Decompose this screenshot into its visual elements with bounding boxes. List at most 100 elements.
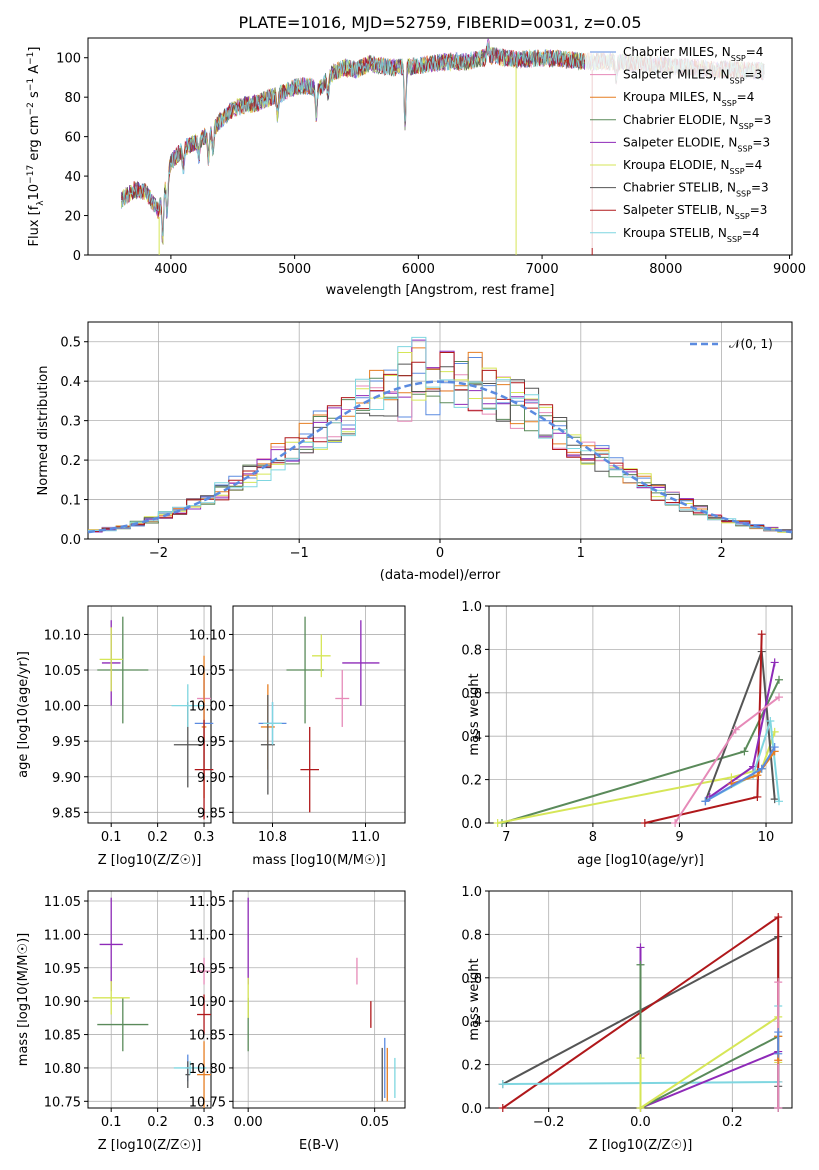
- tick-label-x: 10.8: [258, 830, 287, 845]
- tick-label-y: 11.00: [44, 928, 81, 943]
- legend-label-4: Salpeter ELODIE, NSSP=3: [623, 135, 770, 153]
- legend-label-3: Chabrier ELODIE, NSSP=3: [623, 113, 771, 131]
- tick-label-y: 60: [64, 131, 81, 146]
- legend-box: [585, 43, 788, 248]
- tick-label-y: 0.2: [60, 454, 81, 469]
- tick-label-x: 0.05: [360, 1115, 389, 1130]
- tick-label-y: 0.6: [461, 687, 482, 702]
- tick-label-x: 0.00: [234, 1115, 263, 1130]
- mass-vs-ebv-axes: 0.00 0.05 10.75 10.80 10.85 10.90 10.95 11.00 11…: [189, 890, 406, 1130]
- mass-vs-Z-x-axis-label: Z [log10(Z/Z☉)]: [98, 1138, 202, 1153]
- tick-label-y: 11.00: [189, 928, 226, 943]
- tick-label-y: 10.75: [189, 1095, 226, 1110]
- weight-vs-age-marker-6-2: [766, 717, 775, 726]
- weight-vs-Z-marker-1-1: [774, 913, 783, 922]
- tick-label-y: 11.05: [44, 895, 81, 910]
- tick-label-x: 0.0: [630, 1115, 651, 1130]
- tick-label-y: 10.90: [189, 995, 226, 1010]
- tick-label-y: 0.0: [60, 533, 81, 548]
- tick-label-y: 9.90: [52, 771, 81, 786]
- weight-vs-Z-marker-8-1: [774, 1028, 783, 1037]
- tick-label-y: 0.8: [461, 928, 482, 943]
- tick-label-y: 10.95: [189, 962, 226, 977]
- tick-label-y: 0.0: [461, 1102, 482, 1117]
- tick-label-y: 10.05: [189, 664, 226, 679]
- chart-title: PLATE=1016, MJD=52759, FIBERID=0031, z=0…: [238, 13, 641, 32]
- tick-label-x: −1: [290, 546, 309, 561]
- weight-vs-age-line-1: [497, 731, 776, 824]
- tick-label-x: 9: [675, 830, 683, 845]
- age-vs-mass-axes: 10.8 11.0 9.85 9.90 9.95 10.00 10.05 10.10: [189, 605, 406, 845]
- weight-vs-age-frame: [488, 605, 793, 824]
- age-vs-Z-x-axis-label: Z [log10(Z/Z☉)]: [98, 853, 202, 868]
- tick-label-y: 11.05: [189, 895, 226, 910]
- mass-vs-Z-axes: 0.1 0.2 0.3 10.75 10.80 10.85 10.90 10.95 11.00 1…: [44, 890, 214, 1130]
- weight-vs-age-marker-7-1: [753, 771, 762, 780]
- weight-vs-Z-marker-4-0: [636, 960, 645, 969]
- legend-label-5: Kroupa ELODIE, NSSP=4: [623, 158, 762, 176]
- weight-vs-age-marker-0-2: [775, 675, 784, 684]
- tick-label-y: 10.80: [44, 1062, 81, 1077]
- tick-label-x: 7: [502, 830, 510, 845]
- weight-vs-Z-line-5: [639, 1015, 780, 1110]
- weight-vs-Z-line-4: [639, 964, 780, 1110]
- tick-label-y: 10.80: [189, 1062, 226, 1077]
- legend-label-6: Chabrier STELIB, NSSP=3: [623, 181, 769, 199]
- weight-vs-Z-line-3: [639, 947, 780, 1110]
- weight-vs-age-axes: 7 8 9 10 0.0 0.2 0.4 0.6 0.8 1.0: [461, 600, 793, 845]
- tick-label-y: 9.90: [197, 771, 226, 786]
- tick-label-y: 10.10: [44, 628, 81, 643]
- mass-vs-ebv-x-axis-label: E(B-V): [299, 1138, 339, 1153]
- tick-label-x: 0.2: [147, 1115, 168, 1130]
- tick-label-y: 100: [56, 52, 81, 67]
- tick-label-x: 9000: [773, 262, 806, 277]
- tick-label-x: 7000: [526, 262, 559, 277]
- legend-label-normal: 𝒩(0, 1): [729, 337, 773, 351]
- tick-label-x: 1: [577, 546, 585, 561]
- tick-label-y: 10.90: [44, 995, 81, 1010]
- tick-label-y: 0.0: [461, 817, 482, 832]
- weight-vs-Z-marker-6-0: [774, 1104, 783, 1112]
- tick-label-y: 0.8: [461, 643, 482, 658]
- spectrum-legend: Chabrier MILES, NSSP=4 Salpeter MILES, NS…: [585, 43, 788, 248]
- weight-vs-age-marker-4-2: [770, 658, 779, 667]
- weight-vs-age-x-axis-label: age [log10(age/yr)]: [577, 853, 704, 868]
- spectrum-frame: [87, 37, 793, 256]
- weight-vs-age-marker-3-0: [640, 819, 649, 827]
- tick-label-x: 4000: [154, 262, 187, 277]
- tick-label-x: −2: [149, 546, 168, 561]
- tick-label-x: 0.2: [147, 830, 168, 845]
- tick-label-x: −0.2: [533, 1115, 565, 1130]
- tick-label-x: 0.2: [722, 1115, 743, 1130]
- weight-vs-Z-marker-8-0: [774, 1049, 783, 1058]
- tick-label-x: 0.1: [101, 830, 122, 845]
- weight-vs-Z-marker-2-0: [498, 1080, 507, 1089]
- tick-label-x: 8: [589, 830, 597, 845]
- weight-vs-age-line-3: [644, 634, 763, 824]
- histogram-6: [88, 363, 792, 532]
- histogram-8: [88, 336, 792, 532]
- tick-label-y: 1.0: [461, 885, 482, 900]
- tick-label-y: 10.85: [189, 1029, 226, 1044]
- tick-label-y: 10.00: [44, 700, 81, 715]
- normal-curve: [87, 380, 793, 534]
- weight-vs-age-marker-2-2: [770, 795, 779, 804]
- tick-label-y: 10.10: [189, 628, 226, 643]
- tick-label-y: 9.85: [197, 806, 226, 821]
- residuals-frame: [87, 321, 793, 540]
- tick-label-y: 10.75: [44, 1095, 81, 1110]
- age-vs-mass-x-axis-label: mass [log10(M/M☉)]: [252, 853, 385, 868]
- legend-label-2: Kroupa MILES, NSSP=4: [623, 90, 754, 108]
- tick-label-y: 80: [64, 91, 81, 106]
- weight-vs-Z-marker-6-1: [774, 978, 783, 987]
- weight-vs-Z-y-axis-label: mass weight: [467, 958, 482, 1040]
- tick-label-y: 0.4: [461, 730, 482, 745]
- age-vs-Z-y-axis-label: age [log10(age/yr)]: [16, 651, 31, 778]
- y-axis-label: Normed distribution: [36, 366, 51, 496]
- weight-vs-age-marker-0-1: [740, 747, 749, 756]
- tick-label-y: 10.00: [189, 700, 226, 715]
- tick-label-y: 0: [73, 249, 81, 264]
- tick-label-y: 20: [64, 210, 81, 225]
- weight-vs-Z-axes: −0.2 0.0 0.2 0.0 0.2 0.4 0.6 0.8 1.0: [461, 885, 793, 1130]
